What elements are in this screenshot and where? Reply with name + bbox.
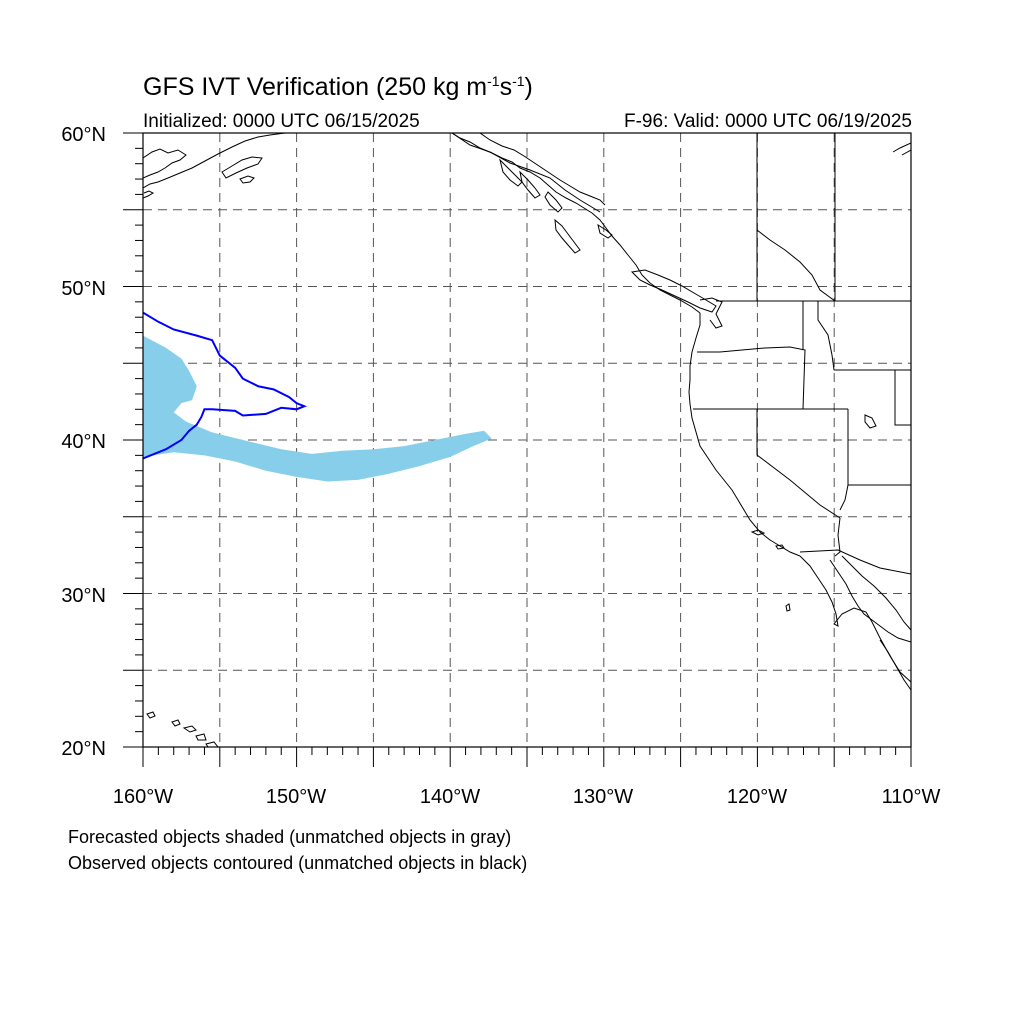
graticule: [143, 133, 911, 747]
lat-label-60: 60°N: [61, 124, 106, 146]
political-borders: [451, 133, 911, 575]
valid-time: F-96: Valid: 0000 UTC 06/19/2025: [624, 111, 912, 132]
initialized-time: Initialized: 0000 UTC 06/15/2025: [143, 111, 420, 132]
forecast-ivt-object: [143, 335, 492, 482]
lon-label-120w: 120°W: [726, 786, 788, 808]
axis-ticks: [123, 132, 912, 767]
lat-label-40: 40°N: [61, 431, 106, 453]
lat-label-50: 50°N: [61, 278, 106, 300]
legend-forecast-note: Forecasted objects shaded (unmatched obj…: [68, 827, 512, 847]
lat-label-30: 30°N: [61, 585, 106, 607]
lon-label-160w: 160°W: [112, 786, 174, 808]
observed-ivt-contour: [143, 311, 307, 460]
lon-label-130w: 130°W: [572, 786, 634, 808]
lon-label-150w: 150°W: [265, 786, 327, 808]
lon-label-110w: 110°W: [881, 786, 941, 808]
lat-label-20: 20°N: [61, 738, 106, 760]
chart-title: GFS IVT Verification (250 kg m-1s-1): [143, 73, 533, 101]
lon-label-140w: 140°W: [419, 786, 481, 808]
legend-observed-note: Observed objects contoured (unmatched ob…: [68, 853, 528, 873]
coastlines: [143, 133, 911, 747]
